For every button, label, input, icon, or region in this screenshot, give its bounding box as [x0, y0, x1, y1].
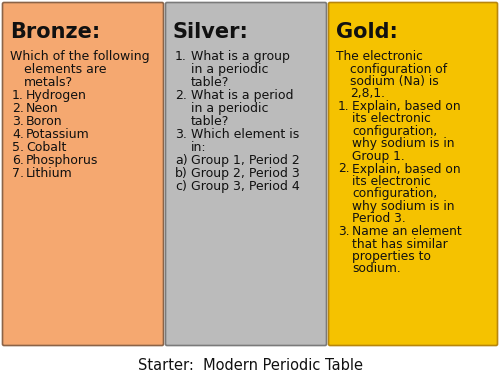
Text: configuration,: configuration,	[352, 188, 437, 201]
Text: Group 1, Period 2: Group 1, Period 2	[191, 154, 300, 167]
Text: Group 3, Period 4: Group 3, Period 4	[191, 180, 300, 193]
Text: Explain, based on: Explain, based on	[352, 100, 461, 113]
Text: configuration,: configuration,	[352, 125, 437, 138]
Text: that has similar: that has similar	[352, 237, 448, 250]
Text: Explain, based on: Explain, based on	[352, 162, 461, 176]
Text: Group 1.: Group 1.	[352, 150, 405, 163]
Text: The electronic: The electronic	[336, 50, 423, 63]
Text: Which of the following: Which of the following	[10, 50, 149, 63]
Text: Boron: Boron	[26, 115, 63, 128]
Text: Phosphorus: Phosphorus	[26, 154, 99, 167]
Text: table?: table?	[191, 76, 230, 89]
Text: configuration of: configuration of	[350, 63, 447, 75]
Text: 1.: 1.	[12, 89, 24, 102]
Text: 7.: 7.	[12, 167, 24, 180]
Text: 1.: 1.	[175, 50, 187, 63]
Text: its electronic: its electronic	[352, 175, 431, 188]
Text: 2.: 2.	[12, 102, 24, 115]
Text: Which element is: Which element is	[191, 128, 299, 141]
FancyBboxPatch shape	[2, 3, 164, 345]
FancyBboxPatch shape	[328, 3, 498, 345]
Text: why sodium is in: why sodium is in	[352, 200, 454, 213]
Text: a): a)	[175, 154, 188, 167]
Text: why sodium is in: why sodium is in	[352, 138, 454, 150]
Text: Lithium: Lithium	[26, 167, 73, 180]
Text: Name an element: Name an element	[352, 225, 462, 238]
Text: Cobalt: Cobalt	[26, 141, 66, 154]
Text: Hydrogen: Hydrogen	[26, 89, 87, 102]
Text: What is a group: What is a group	[191, 50, 290, 63]
Text: 3.: 3.	[12, 115, 24, 128]
Text: 1.: 1.	[338, 100, 349, 113]
Text: Silver:: Silver:	[173, 22, 249, 42]
Text: 3.: 3.	[338, 225, 349, 238]
Text: metals?: metals?	[24, 76, 73, 89]
Text: Gold:: Gold:	[336, 22, 398, 42]
Text: Potassium: Potassium	[26, 128, 90, 141]
FancyBboxPatch shape	[166, 3, 326, 345]
Text: 2,8,1.: 2,8,1.	[350, 87, 385, 100]
Text: 6.: 6.	[12, 154, 24, 167]
Text: Starter:  Modern Periodic Table: Starter: Modern Periodic Table	[138, 358, 362, 373]
Text: in:: in:	[191, 141, 206, 154]
Text: in a periodic: in a periodic	[191, 63, 268, 76]
Text: elements are: elements are	[24, 63, 106, 76]
Text: 3.: 3.	[175, 128, 187, 141]
Text: its electronic: its electronic	[352, 112, 431, 126]
Text: c): c)	[175, 180, 187, 193]
Text: Period 3.: Period 3.	[352, 213, 406, 225]
Text: Bronze:: Bronze:	[10, 22, 100, 42]
Text: table?: table?	[191, 115, 230, 128]
Text: 2.: 2.	[338, 162, 349, 176]
Text: sodium (Na) is: sodium (Na) is	[350, 75, 439, 88]
Text: 4.: 4.	[12, 128, 24, 141]
Text: properties to: properties to	[352, 250, 431, 263]
Text: in a periodic: in a periodic	[191, 102, 268, 115]
Text: b): b)	[175, 167, 188, 180]
Text: 5.: 5.	[12, 141, 24, 154]
Text: Neon: Neon	[26, 102, 58, 115]
Text: What is a period: What is a period	[191, 89, 294, 102]
Text: Group 2, Period 3: Group 2, Period 3	[191, 167, 300, 180]
Text: 2.: 2.	[175, 89, 187, 102]
Text: sodium.: sodium.	[352, 262, 401, 276]
